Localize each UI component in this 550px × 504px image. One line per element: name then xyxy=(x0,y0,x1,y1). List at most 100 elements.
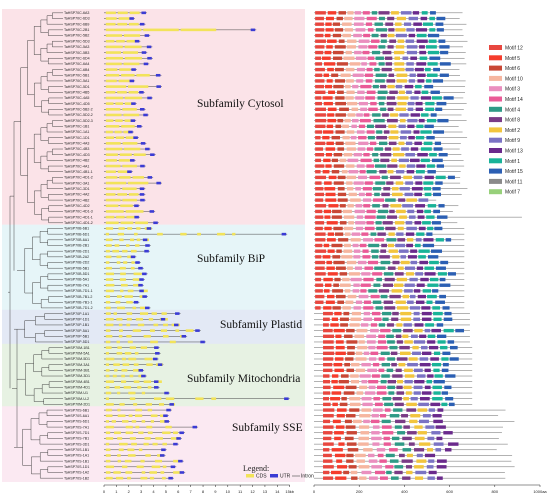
cds-block xyxy=(105,232,109,236)
motif-block xyxy=(410,334,418,338)
motif-block xyxy=(423,141,433,146)
motif-block xyxy=(404,84,414,89)
motif-block xyxy=(416,459,427,463)
motif-block xyxy=(392,255,400,259)
motif-block xyxy=(324,226,332,231)
cds-block xyxy=(160,329,168,332)
utr-block xyxy=(147,56,152,60)
motif-block xyxy=(384,408,391,412)
motif-block xyxy=(440,260,449,265)
cds-block xyxy=(145,454,151,457)
motif-block xyxy=(440,50,449,55)
motif-block xyxy=(324,283,332,287)
motif-block xyxy=(363,204,371,208)
motif-block xyxy=(345,141,356,146)
motif-block xyxy=(420,130,432,134)
motif-block xyxy=(420,147,432,151)
motif-block xyxy=(359,170,366,174)
motif-block xyxy=(416,62,427,66)
motif-block xyxy=(371,431,380,435)
motif-legend-label: Motif 10 xyxy=(505,76,523,82)
motif-block xyxy=(337,198,348,202)
motif-block xyxy=(366,334,377,338)
cds-block xyxy=(105,255,112,259)
cds-block xyxy=(122,108,137,111)
gene-labels: TaHSP70C-6A3TaHSP70C-6D3TaHSP70C-6B9TaHS… xyxy=(64,11,93,480)
cds-block xyxy=(124,295,133,298)
motif-block xyxy=(315,204,327,208)
motif-block xyxy=(368,379,379,384)
motif-block xyxy=(424,67,431,72)
motif-block xyxy=(323,158,331,163)
motif-block xyxy=(333,56,343,60)
motif-block xyxy=(413,22,422,26)
cds-block xyxy=(105,102,114,105)
motif-block xyxy=(418,419,429,424)
motif-block xyxy=(358,45,368,49)
motif-block xyxy=(427,448,433,452)
motif-block xyxy=(406,90,412,94)
motif-block xyxy=(358,141,369,146)
motif-block xyxy=(423,238,434,242)
motif-block xyxy=(387,323,394,327)
cds-block xyxy=(123,62,140,66)
motif-block xyxy=(443,96,454,100)
utr-block xyxy=(164,391,169,395)
motif-block xyxy=(315,22,324,26)
cds-block xyxy=(117,193,128,196)
motif-block xyxy=(387,45,394,49)
cds-block xyxy=(105,147,123,151)
cds-block xyxy=(105,300,111,304)
motif-block xyxy=(371,33,379,38)
motif-block xyxy=(412,351,421,356)
motif-block xyxy=(384,306,396,310)
motif-block xyxy=(415,272,424,276)
motif-block xyxy=(396,232,404,236)
motif-block xyxy=(337,192,347,197)
motif-block xyxy=(323,277,333,282)
motif-block xyxy=(413,317,421,321)
motif-block xyxy=(382,431,394,435)
subfamily-label: Subfamily Plastid xyxy=(220,319,302,331)
motif-block xyxy=(437,340,446,344)
motif-block xyxy=(424,453,436,458)
motif-block xyxy=(439,45,450,49)
motif-block xyxy=(356,215,364,219)
motif-block xyxy=(389,414,400,418)
motif-block xyxy=(398,198,406,202)
utr-block xyxy=(174,323,179,327)
cds-block xyxy=(117,22,128,26)
motif-block xyxy=(418,118,425,123)
utr-block xyxy=(129,79,135,83)
motif-block xyxy=(333,164,345,168)
motif-block xyxy=(416,209,424,214)
cds-block xyxy=(105,113,122,117)
motif-block xyxy=(346,459,354,463)
motif-block xyxy=(355,56,367,60)
motif-block xyxy=(366,209,376,214)
motif-block xyxy=(413,289,421,293)
cds-block xyxy=(113,471,121,474)
legend-utr-label: UTR xyxy=(280,474,291,480)
motif-block xyxy=(385,198,396,202)
legend-utr-swatch xyxy=(270,474,278,478)
motif-block xyxy=(443,431,453,435)
motif-block xyxy=(323,436,332,441)
motif-block xyxy=(426,465,434,469)
motif-block xyxy=(414,67,424,72)
cds-block xyxy=(126,317,132,321)
motif-block xyxy=(407,118,418,123)
motif-block xyxy=(326,238,336,242)
cds-block xyxy=(105,164,121,168)
gene-axis-tick-label: 4 xyxy=(152,489,155,494)
motif-block xyxy=(392,260,400,265)
motif-legend-swatch xyxy=(489,65,502,71)
gene-label: TaHSP70C-5A3 xyxy=(64,45,89,49)
motif-block xyxy=(402,448,412,452)
motif-map xyxy=(314,11,522,480)
motif-block xyxy=(315,158,322,163)
motif-block xyxy=(372,187,382,191)
utr-block xyxy=(138,369,144,372)
motif-block xyxy=(378,357,385,361)
motif-block xyxy=(332,419,341,424)
